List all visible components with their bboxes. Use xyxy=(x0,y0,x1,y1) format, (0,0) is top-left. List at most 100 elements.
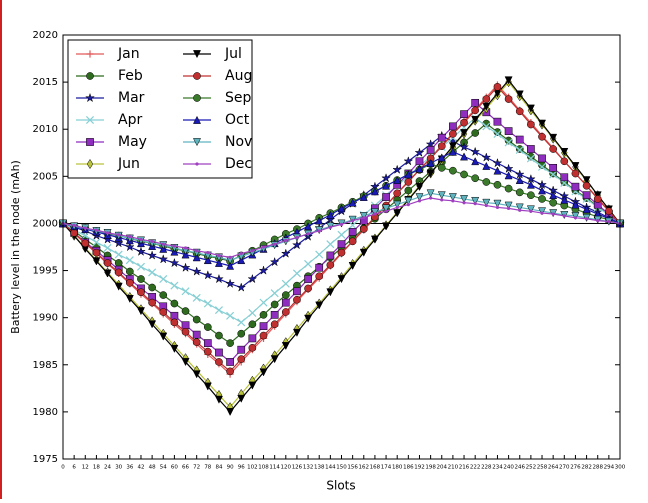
data-point xyxy=(460,170,468,179)
legend-marker xyxy=(192,138,202,147)
data-point xyxy=(214,258,223,267)
data-point xyxy=(538,132,546,141)
data-point xyxy=(304,284,312,293)
data-point xyxy=(172,244,176,248)
data-point xyxy=(504,95,513,103)
y-tick-label: 1975 xyxy=(33,454,58,465)
x-tick-label: 222 xyxy=(470,465,481,471)
data-point xyxy=(527,120,535,129)
data-point xyxy=(192,293,201,302)
data-point xyxy=(493,82,502,91)
data-point xyxy=(373,212,377,216)
data-point xyxy=(449,130,457,138)
data-point xyxy=(471,174,480,183)
series xyxy=(61,196,622,259)
data-point xyxy=(482,198,491,207)
legend-label: Dec xyxy=(225,156,252,172)
data-point xyxy=(181,307,190,315)
data-point xyxy=(392,164,403,174)
data-point xyxy=(549,133,558,142)
data-point xyxy=(248,334,257,343)
data-point xyxy=(226,367,234,376)
data-point xyxy=(237,318,246,327)
data-point xyxy=(382,222,391,231)
data-point xyxy=(337,204,346,213)
x-tick-label: 114 xyxy=(269,465,280,471)
legend-marker xyxy=(86,50,94,58)
data-point xyxy=(315,301,324,310)
data-point xyxy=(426,158,435,167)
data-point xyxy=(270,310,279,319)
data-point xyxy=(403,156,414,166)
data-point xyxy=(317,229,321,233)
x-tick-label: 144 xyxy=(325,465,336,471)
data-point xyxy=(215,348,223,357)
data-point xyxy=(549,198,558,207)
data-point xyxy=(582,176,591,185)
data-point xyxy=(507,206,511,210)
y-tick-label: 1985 xyxy=(33,360,58,371)
x-tick-label: 24 xyxy=(104,465,111,471)
data-point xyxy=(181,287,190,296)
legend-marker xyxy=(195,162,199,166)
data-point xyxy=(526,154,535,163)
data-point xyxy=(538,195,546,203)
data-point xyxy=(125,294,134,303)
data-point xyxy=(248,381,257,390)
data-point xyxy=(362,216,366,220)
data-point xyxy=(326,288,335,297)
x-tick-label: 132 xyxy=(303,465,314,471)
data-point xyxy=(503,163,514,174)
data-point xyxy=(515,107,524,116)
data-point xyxy=(137,288,145,297)
data-point xyxy=(315,250,324,259)
data-point xyxy=(526,205,535,214)
data-point xyxy=(437,191,446,200)
data-point xyxy=(270,320,279,329)
x-tick-label: 18 xyxy=(93,465,100,471)
data-point xyxy=(449,166,457,175)
data-point xyxy=(315,216,324,225)
data-point xyxy=(515,175,524,184)
legend-box xyxy=(67,39,253,179)
data-point xyxy=(203,382,212,391)
data-point xyxy=(148,298,156,307)
data-point xyxy=(460,195,469,204)
data-point xyxy=(159,308,168,316)
data-point xyxy=(470,146,481,157)
data-point xyxy=(582,205,591,214)
x-tick-label: 240 xyxy=(503,465,514,471)
data-point xyxy=(239,251,243,256)
data-point xyxy=(451,199,455,203)
data-point xyxy=(291,239,302,250)
legend-entry: Nov xyxy=(183,134,252,150)
legend-entry: Jan xyxy=(76,46,140,62)
data-point xyxy=(237,394,246,403)
x-tick-label: 276 xyxy=(570,465,581,471)
data-point xyxy=(504,76,513,85)
x-tick-label: 108 xyxy=(258,465,269,471)
data-point xyxy=(382,181,391,190)
data-point xyxy=(159,275,168,284)
data-point xyxy=(213,273,224,284)
data-point xyxy=(381,172,392,183)
data-point xyxy=(159,291,168,299)
data-point xyxy=(159,332,168,341)
y-tick-label: 2015 xyxy=(33,77,58,88)
data-point xyxy=(269,256,280,267)
data-point xyxy=(449,122,457,131)
data-point xyxy=(270,289,279,298)
data-point xyxy=(192,330,201,339)
data-point xyxy=(471,196,480,205)
data-point xyxy=(125,256,134,265)
data-point xyxy=(214,306,223,315)
data-point xyxy=(92,238,101,247)
data-point xyxy=(81,231,90,240)
x-tick-label: 48 xyxy=(149,465,156,471)
legend-label: Feb xyxy=(118,68,143,84)
x-tick-label: 12 xyxy=(82,465,89,471)
data-point xyxy=(538,207,547,216)
data-point xyxy=(384,209,388,213)
data-point xyxy=(448,142,457,151)
data-point xyxy=(551,212,555,216)
